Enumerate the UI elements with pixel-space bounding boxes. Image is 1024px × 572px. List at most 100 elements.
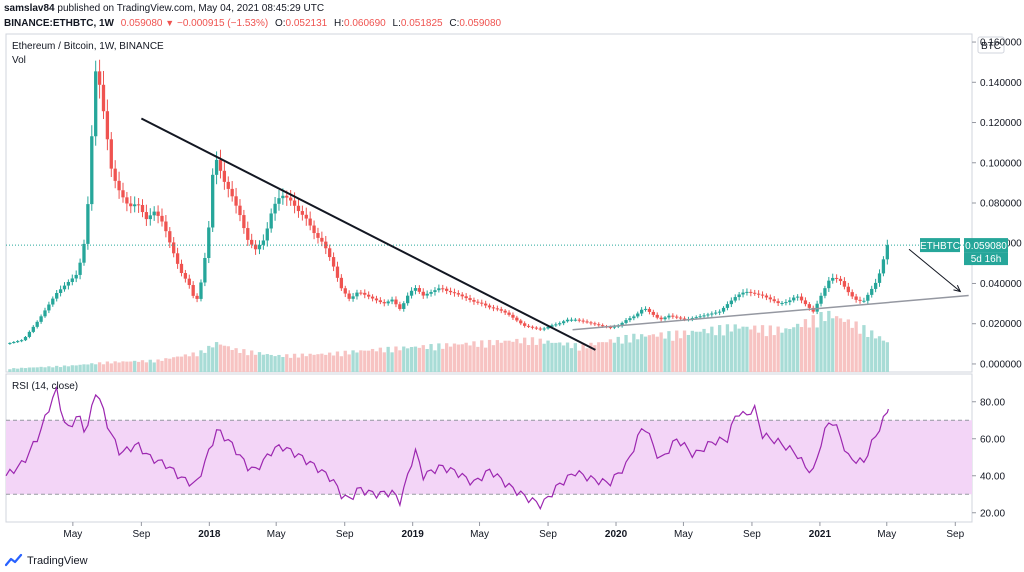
volume-bar [585,348,589,372]
volume-bar [58,367,63,372]
symbol-label[interactable]: BINANCE:ETHBTC, 1W [4,18,114,29]
volume-bar [413,346,418,372]
candle-body [331,257,336,267]
tradingview-logo[interactable]: TradingView [5,553,88,569]
price-axis[interactable]: BTC 0.160000 0.140000 0.120000 0.100000 0.08… [972,36,1022,370]
currency-box[interactable] [977,36,1005,54]
volume-bar [870,330,874,372]
volume-bar [328,352,332,372]
volume-bar [351,350,355,372]
candle-body [472,299,476,302]
volume-bar [242,349,246,372]
volume-bar [795,323,800,372]
volume-bar [678,338,683,372]
candle-body [694,317,698,319]
candle-body [133,204,137,207]
candle-body [515,317,519,321]
price-tick-label: 0.040000 [980,279,1022,290]
candle-body [565,319,570,322]
volume-label: Vol [12,55,26,66]
volume-bar [675,330,679,372]
volume-bar [799,327,804,372]
candle-body [226,181,230,189]
time-tick-label: 2019 [402,529,425,540]
candle-body [671,315,675,317]
volume-bar [191,352,195,372]
volume-bar [612,342,616,372]
candle-body [394,299,398,305]
volume-bar [94,364,98,372]
volume-bar [304,356,308,372]
candle-body [273,203,277,214]
candle-body [729,300,733,305]
downtrend-line[interactable] [140,117,596,351]
chart-header: samslav84 published on TradingView.com, … [0,0,1024,34]
volume-bar [491,345,496,372]
price-pane[interactable]: Ethereum / Bitcoin, 1W, BINANCE Vol [5,33,973,373]
rsi-pane[interactable]: RSI (14, close) 80.00 60.00 40.00 20.00 [5,373,1005,523]
candle-body [632,316,636,319]
candle-body [328,248,332,258]
volume-bar [562,345,566,372]
candle-body [792,297,796,301]
volume-bar [784,328,788,372]
volume-bar [815,327,819,372]
volume-bar [12,368,16,372]
volume-bar [581,343,585,372]
volume-bar [207,345,211,372]
support-line[interactable] [572,294,969,331]
volume-bar [706,333,710,372]
volume-bar [347,354,351,372]
volume-bar [862,325,866,372]
candle-body [390,299,394,302]
rsi-band [6,420,972,495]
candle-body [109,139,113,169]
rsi-line [5,385,889,511]
candle-body [386,301,390,304]
volume-bar [452,343,457,372]
volume-bar [43,367,47,372]
volume-bar [382,352,386,372]
candle-body [562,321,566,324]
candle-body [612,326,616,328]
candle-body [823,288,827,296]
candle-body [706,314,710,316]
volume-bar [281,357,285,372]
volume-bar [659,332,663,372]
volume-bar [250,350,254,372]
volume-bar [140,360,145,372]
time-axis[interactable]: May Sep 2018 May Sep 2019 May Sep 2020 May Sep 2021… [63,522,965,540]
candle-body [725,304,730,308]
volume-bar [499,342,503,372]
volume-bar [643,336,648,372]
arrow-line[interactable] [908,248,961,292]
volume-bar [464,342,468,372]
candle-body [425,293,429,296]
volume-bar [144,362,149,372]
volume-bar [433,350,437,372]
price-tag-bg [964,238,1008,253]
volume-bar [776,326,780,372]
candle-body [70,278,74,282]
candle-body [207,227,211,258]
author-name[interactable]: samslav84 [4,3,55,14]
candle-body [12,342,16,344]
candle-body [448,290,453,293]
volume-bar [47,366,51,372]
volume-bar [632,333,636,372]
rsi-tick-label: 20.00 [980,508,1005,519]
candle-body [737,294,741,298]
volume-bar [819,312,823,372]
volume-bar [406,348,410,372]
candle-body [265,228,269,241]
volume-bar [265,354,269,372]
chart-canvas[interactable]: Ethereum / Bitcoin, 1W, BINANCE Vol BTC … [0,0,1024,550]
volume-bar [480,340,484,372]
down-triangle-icon: ▼ [165,18,175,28]
candle-body [172,242,176,254]
drawings[interactable] [6,117,972,351]
candle-body [698,316,702,318]
candle-body [507,312,511,315]
volume-bar [238,352,242,372]
volume-bar [97,362,102,372]
